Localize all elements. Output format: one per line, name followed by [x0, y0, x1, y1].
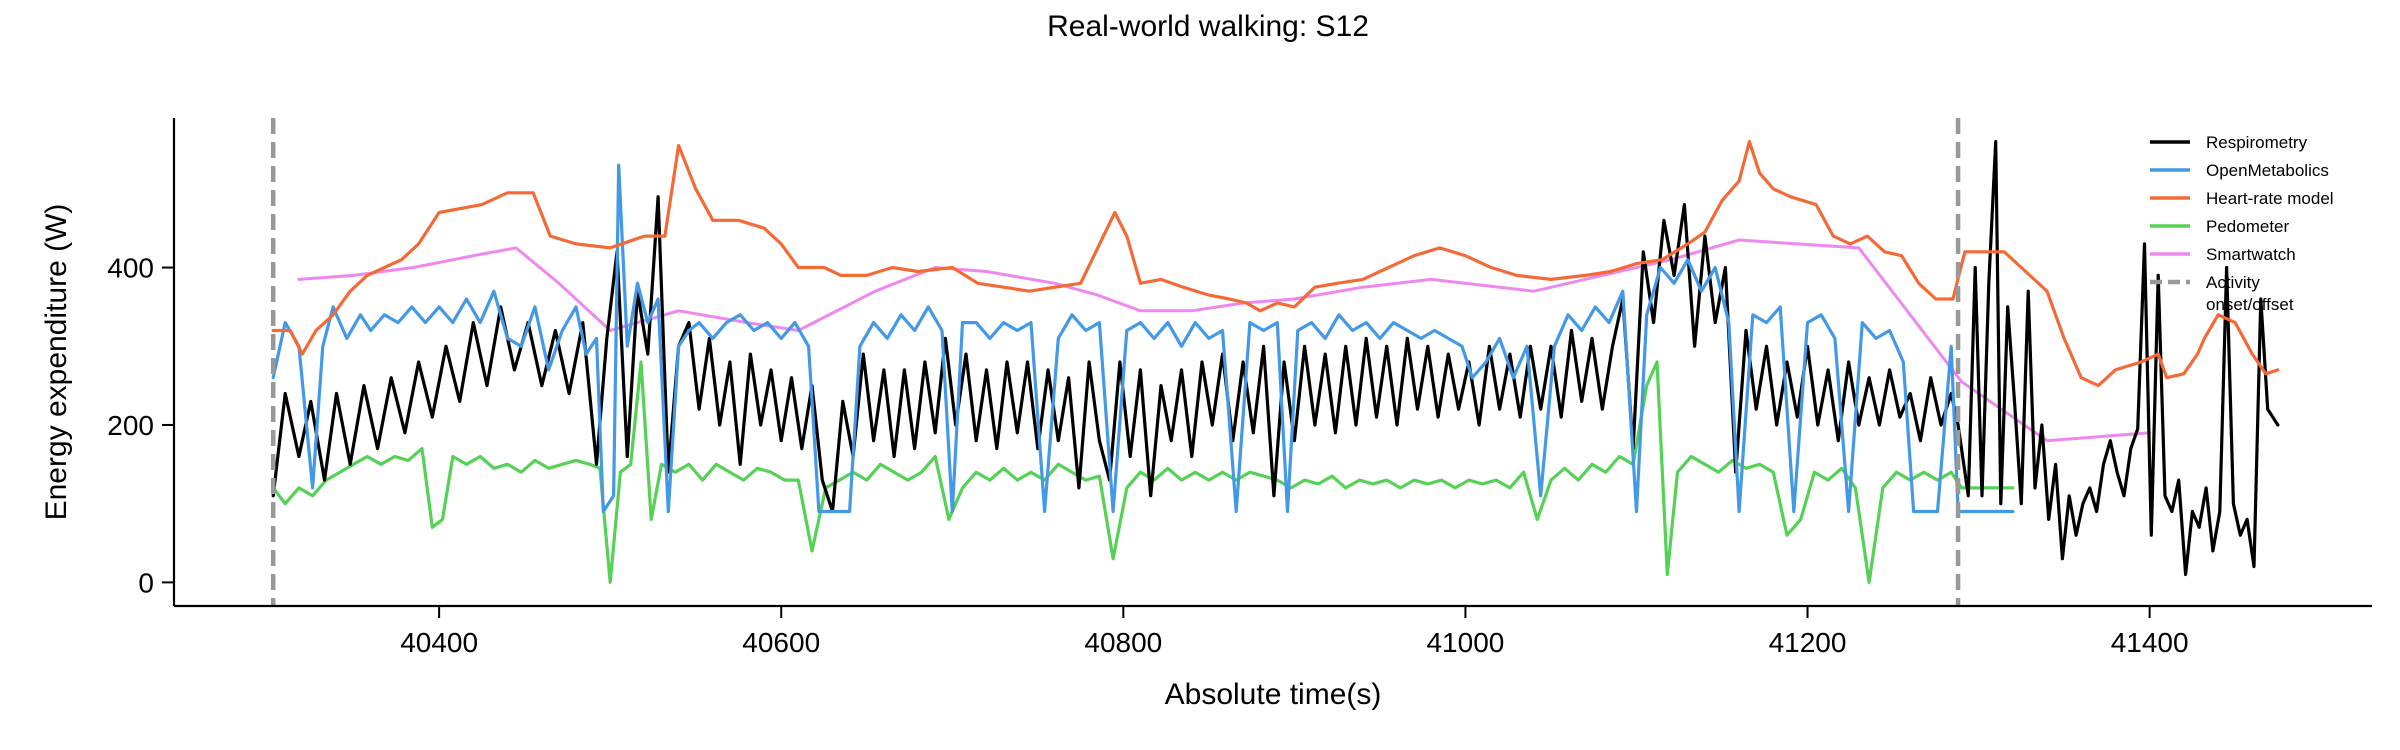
x-tick-label: 40800 — [1084, 627, 1162, 658]
series-line-smartwatch — [297, 238, 2152, 443]
x-axis-title: Absolute time(s) — [1165, 678, 1382, 711]
legend-label-heart-rate-model: Heart-rate model — [2206, 189, 2334, 208]
y-tick-label: 200 — [107, 410, 154, 441]
x-tick-label: 41400 — [2111, 627, 2189, 658]
legend-label-smartwatch: Smartwatch — [2206, 245, 2296, 264]
legend-label-respirometry: Respirometry — [2206, 133, 2308, 152]
x-tick-label: 40400 — [400, 627, 478, 658]
legend-label-activity: Activity — [2206, 273, 2260, 292]
axes — [172, 118, 2372, 608]
plot-area — [270, 118, 2280, 606]
series-line-pedometer — [271, 360, 2015, 584]
legend-label-activity-line2: onset/offset — [2206, 295, 2294, 314]
x-tick-label: 41000 — [1426, 627, 1504, 658]
y-tick-label: 400 — [107, 253, 154, 284]
legend-label-pedometer: Pedometer — [2206, 217, 2289, 236]
x-tick-label: 40600 — [742, 627, 820, 658]
chart-title: Real-world walking: S12 — [1047, 10, 1369, 43]
series-line-respirometry — [271, 140, 2280, 577]
series-line-heart-rate-model — [271, 140, 2280, 388]
x-axis-ticks: 40400 40600 40800 41000 41200 41400 — [400, 606, 2189, 658]
y-axis-title: Energy expenditure (W) — [40, 204, 73, 521]
legend: Respirometry OpenMetabolics Heart-rate mod… — [2150, 133, 2334, 314]
legend-label-openmetabolics: OpenMetabolics — [2206, 161, 2329, 180]
y-tick-label: 0 — [138, 567, 154, 598]
y-axis-ticks: 0 200 400 — [107, 253, 174, 598]
x-tick-label: 41200 — [1769, 627, 1847, 658]
series-line-openmetabolics — [271, 163, 2015, 514]
